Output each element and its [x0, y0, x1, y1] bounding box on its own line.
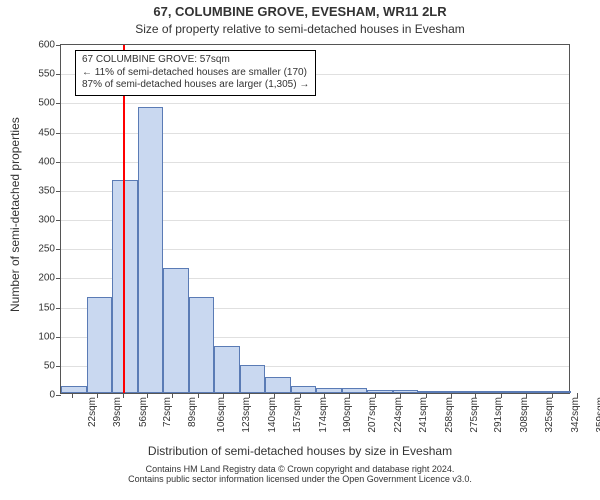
x-tick-mark [426, 393, 427, 398]
histogram-bar [240, 365, 266, 393]
histogram-bar [87, 297, 113, 393]
footer-line-2: Contains public sector information licen… [0, 474, 600, 484]
x-tick-mark [552, 393, 553, 398]
histogram-bar [546, 391, 572, 393]
y-tick-label: 500 [38, 98, 61, 109]
x-tick-mark [97, 393, 98, 398]
y-tick-label: 50 [44, 360, 61, 371]
x-tick-mark [475, 393, 476, 398]
x-tick-label: 258sqm [443, 397, 454, 433]
histogram-bar [214, 346, 240, 393]
chart-title: 67, COLUMBINE GROVE, EVESHAM, WR11 2LR [0, 4, 600, 19]
y-tick-label: 200 [38, 273, 61, 284]
x-tick-label: 342sqm [569, 397, 580, 433]
x-tick-mark [526, 393, 527, 398]
histogram-bar [189, 297, 215, 393]
x-tick-mark [172, 393, 173, 398]
y-tick-label: 400 [38, 156, 61, 167]
histogram-bar [520, 391, 546, 393]
x-tick-label: 56sqm [138, 397, 149, 427]
property-marker-line [123, 45, 125, 393]
x-tick-label: 325sqm [544, 397, 555, 433]
histogram-bar [418, 391, 444, 393]
histogram-bar [367, 390, 393, 394]
x-tick-label: 39sqm [112, 397, 123, 427]
histogram-bar [495, 391, 521, 393]
x-axis-label: Distribution of semi-detached houses by … [0, 444, 600, 458]
histogram-bar [469, 391, 495, 393]
x-tick-mark [123, 393, 124, 398]
x-tick-mark [375, 393, 376, 398]
x-tick-label: 123sqm [241, 397, 252, 433]
x-tick-label: 22sqm [87, 397, 98, 427]
histogram-bar [138, 107, 164, 393]
x-tick-label: 359sqm [595, 397, 600, 433]
x-tick-label: 174sqm [317, 397, 328, 433]
x-tick-mark [198, 393, 199, 398]
x-tick-mark [72, 393, 73, 398]
x-tick-mark [400, 393, 401, 398]
chart-subtitle: Size of property relative to semi-detach… [0, 22, 600, 36]
footer-attribution: Contains HM Land Registry data © Crown c… [0, 464, 600, 484]
plot-area: 05010015020025030035040045050055060022sq… [60, 44, 570, 394]
annotation-title: 67 COLUMBINE GROVE: 57sqm [82, 54, 309, 67]
x-tick-mark [274, 393, 275, 398]
y-tick-label: 450 [38, 127, 61, 138]
x-tick-mark [147, 393, 148, 398]
x-tick-label: 207sqm [367, 397, 378, 433]
y-tick-label: 250 [38, 244, 61, 255]
gridline [61, 103, 569, 104]
annotation-line: ← 11% of semi-detached houses are smalle… [82, 67, 309, 80]
x-tick-label: 275sqm [469, 397, 480, 433]
x-tick-label: 106sqm [215, 397, 226, 433]
x-tick-label: 190sqm [341, 397, 352, 433]
histogram-bar [342, 388, 368, 393]
footer-line-1: Contains HM Land Registry data © Crown c… [0, 464, 600, 474]
x-tick-mark [577, 393, 578, 398]
x-tick-mark [501, 393, 502, 398]
y-tick-label: 600 [38, 40, 61, 51]
x-tick-label: 308sqm [518, 397, 529, 433]
histogram-bar [291, 386, 317, 393]
x-tick-label: 72sqm [162, 397, 173, 427]
x-tick-mark [349, 393, 350, 398]
histogram-bar [393, 390, 419, 393]
y-tick-label: 300 [38, 215, 61, 226]
x-tick-mark [223, 393, 224, 398]
annotation-line: 87% of semi-detached houses are larger (… [82, 79, 309, 92]
y-tick-label: 550 [38, 69, 61, 80]
y-tick-label: 100 [38, 331, 61, 342]
histogram-bar [265, 377, 291, 393]
x-tick-label: 157sqm [292, 397, 303, 433]
histogram-bar [163, 268, 189, 393]
y-tick-label: 350 [38, 185, 61, 196]
x-tick-mark [249, 393, 250, 398]
y-tick-label: 150 [38, 302, 61, 313]
x-tick-label: 241sqm [418, 397, 429, 433]
x-tick-label: 291sqm [493, 397, 504, 433]
annotation-box: 67 COLUMBINE GROVE: 57sqm← 11% of semi-d… [75, 50, 316, 96]
x-tick-label: 224sqm [392, 397, 403, 433]
x-tick-label: 89sqm [187, 397, 198, 427]
y-axis-label: Number of semi-detached properties [8, 117, 22, 312]
x-tick-label: 140sqm [266, 397, 277, 433]
x-tick-mark [300, 393, 301, 398]
y-tick-label: 0 [49, 390, 61, 401]
x-tick-mark [451, 393, 452, 398]
histogram-bar [316, 388, 342, 393]
histogram-bar [444, 391, 470, 393]
x-tick-mark [324, 393, 325, 398]
histogram-bar [61, 386, 87, 393]
